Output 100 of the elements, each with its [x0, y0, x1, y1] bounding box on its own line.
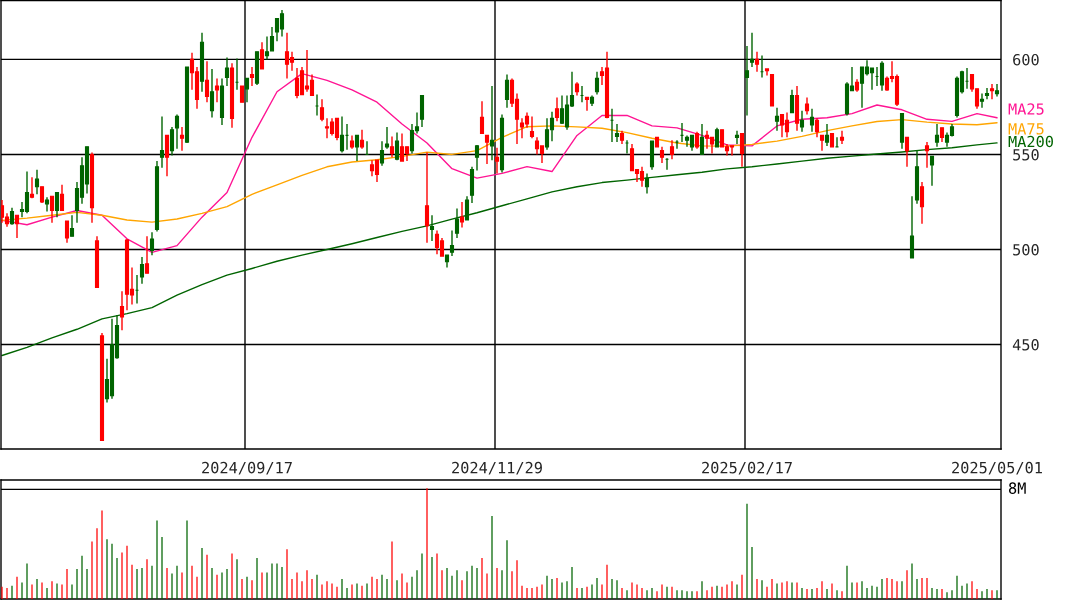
candlestick: [984, 87, 990, 101]
x-tick-label: 2025/02/17: [702, 461, 792, 475]
candlestick: [174, 113, 180, 150]
candlestick: [409, 123, 415, 155]
candlestick: [639, 166, 645, 188]
candlestick: [479, 100, 485, 135]
candlestick: [384, 126, 390, 150]
candlestick: [279, 9, 285, 38]
candlestick: [169, 126, 175, 157]
candlestick: [734, 129, 740, 145]
x-tick-label: 2024/09/17: [202, 461, 292, 475]
candlestick: [24, 170, 30, 215]
candlestick: [59, 184, 65, 212]
candlestick: [274, 17, 280, 43]
candlestick: [354, 134, 360, 162]
candlestick: [1, 199, 5, 224]
candlestick: [814, 117, 820, 139]
candlestick: [69, 214, 75, 237]
candlestick: [244, 77, 250, 103]
candlestick: [474, 144, 480, 172]
series-label: MA75: [1008, 123, 1044, 135]
candlestick: [319, 98, 325, 122]
x-tick-label: 2024/11/29: [452, 461, 542, 475]
candlestick: [14, 214, 20, 239]
line-series: [1, 72, 998, 254]
candlestick: [739, 132, 745, 168]
candlestick: [704, 129, 710, 150]
candlestick: [994, 83, 1000, 98]
candlestick: [269, 26, 275, 52]
candlestick: [394, 131, 400, 161]
candlestick: [49, 195, 55, 224]
candlestick: [799, 110, 805, 133]
candlestick: [859, 66, 865, 109]
candlestick: [339, 115, 345, 154]
candlestick: [629, 143, 635, 172]
candlestick: [64, 220, 70, 244]
candlestick: [839, 129, 845, 145]
candlestick: [159, 115, 165, 169]
candlestick: [454, 207, 460, 239]
y-tick-label: 500: [1013, 243, 1039, 256]
candlestick: [924, 141, 930, 169]
candlestick: [869, 67, 875, 91]
candlestick: [249, 66, 255, 87]
candlestick: [789, 89, 795, 114]
candlestick: [139, 256, 145, 285]
candlestick: [259, 41, 265, 70]
candlestick: [304, 49, 310, 93]
candlestick: [669, 139, 675, 160]
candlestick: [324, 117, 330, 139]
candlestick: [989, 83, 995, 101]
candlestick: [379, 140, 385, 167]
candlestick: [214, 77, 220, 103]
candlestick: [699, 123, 705, 156]
candlestick: [904, 136, 910, 168]
candlestick: [504, 73, 510, 109]
candlestick: [299, 66, 305, 96]
candlestick: [224, 56, 230, 87]
y-tick-label: 600: [1013, 53, 1039, 66]
candlestick: [484, 134, 490, 165]
candlestick: [489, 85, 495, 161]
candlestick: [529, 115, 535, 139]
series-label: MA200: [1008, 135, 1053, 148]
candlestick: [764, 68, 770, 77]
candlestick: [909, 195, 915, 259]
candlestick: [434, 229, 440, 255]
candlestick: [149, 231, 155, 256]
candlestick: [494, 147, 500, 175]
candlestick: [439, 237, 445, 257]
candlestick: [449, 229, 455, 257]
candlestick: [119, 290, 125, 331]
candlestick: [559, 94, 565, 125]
candlestick: [264, 35, 270, 61]
candlestick: [584, 96, 590, 112]
candlestick: [554, 96, 560, 122]
candlestick: [34, 168, 40, 196]
candlestick: [919, 181, 925, 225]
ref-line-label: 8M: [1008, 482, 1026, 494]
candlestick: [714, 127, 720, 148]
series-label: MA25: [1008, 103, 1044, 115]
candlestick: [979, 92, 985, 109]
candlestick: [294, 67, 300, 100]
candlestick: [774, 107, 780, 132]
x-tick-label: 2025/05/01: [952, 461, 1042, 475]
candlestick: [564, 94, 570, 131]
candlestick: [164, 134, 170, 177]
candlestick: [824, 123, 830, 147]
candlestick: [284, 32, 290, 80]
candlestick: [399, 132, 405, 162]
candlestick: [144, 235, 150, 274]
candlestick: [54, 191, 60, 218]
candlestick: [614, 123, 620, 143]
candlestick: [429, 214, 435, 242]
candlestick: [359, 129, 365, 150]
candlestick: [179, 126, 185, 152]
candlestick: [784, 111, 790, 139]
candlestick: [44, 196, 50, 213]
candlestick: [424, 151, 430, 244]
candlestick: [879, 60, 885, 92]
candlestick: [374, 159, 380, 183]
candlestick: [309, 73, 315, 97]
